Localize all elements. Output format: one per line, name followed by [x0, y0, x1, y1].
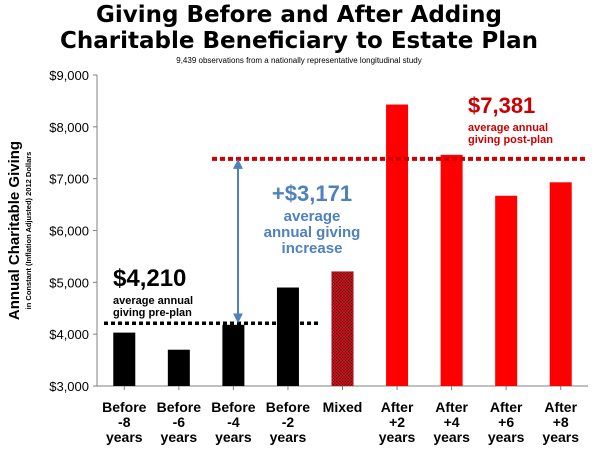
y-tick-label: $9,000: [49, 68, 89, 83]
y-axis-label: Annual Charitable Giving: [6, 141, 23, 320]
x-tick-label: +4: [444, 414, 460, 430]
bar: [386, 104, 409, 387]
x-tick-label: years: [542, 429, 579, 445]
post-plan-caption: giving post-plan: [468, 134, 553, 146]
y-tick-label: $8,000: [49, 120, 89, 135]
x-tick-label: -4: [227, 414, 240, 430]
x-tick-label: -2: [282, 414, 295, 430]
x-tick-label: Before: [266, 399, 311, 415]
x-tick-label: years: [270, 429, 307, 445]
x-tick-label: years: [215, 429, 252, 445]
increase-value-label: +$3,171: [272, 181, 352, 206]
x-tick-label: Mixed: [323, 399, 363, 415]
y-tick-label: $4,000: [49, 327, 89, 342]
x-tick-label: years: [433, 429, 470, 445]
bar: [113, 332, 136, 386]
y-tick-label: $5,000: [49, 275, 89, 290]
chart-title: Giving Before and After Adding Charitabl…: [0, 2, 598, 54]
increase-caption: average: [284, 208, 341, 225]
x-tick-label: years: [106, 429, 143, 445]
x-tick-label: After: [435, 399, 468, 415]
post-plan-value-label: $7,381: [468, 93, 535, 118]
post-plan-caption: average annual: [468, 122, 548, 134]
bar: [276, 287, 299, 386]
chart-title-line-1: Giving Before and After Adding: [96, 2, 502, 28]
pre-plan-value-label: $4,210: [113, 265, 186, 292]
y-tick-label: $3,000: [49, 379, 89, 394]
pre-plan-caption: giving pre-plan: [113, 307, 192, 319]
x-tick-label: After: [381, 399, 414, 415]
chart-title-line-2: Charitable Beneficiary to Estate Plan: [60, 28, 538, 54]
bar: [440, 154, 463, 386]
x-tick-label: +6: [498, 414, 514, 430]
x-tick-label: years: [488, 429, 525, 445]
x-tick-label: -6: [173, 414, 186, 430]
y-tick-label: $6,000: [49, 224, 89, 239]
x-tick-label: years: [161, 429, 198, 445]
x-tick-label: Before: [211, 399, 256, 415]
y-axis-sublabel: in Constant (Inflation Adjusted) 2012 Do…: [24, 152, 33, 310]
bar: [222, 324, 245, 386]
increase-caption: increase: [282, 240, 343, 257]
x-tick-label: +2: [389, 414, 405, 430]
y-tick-label: $7,000: [49, 172, 89, 187]
bar: [331, 271, 354, 386]
bar: [549, 182, 572, 386]
bar: [495, 195, 518, 386]
x-tick-label: Before: [102, 399, 147, 415]
x-tick-label: After: [544, 399, 577, 415]
pre-plan-caption: average annual: [113, 295, 193, 307]
x-tick-label: Before: [157, 399, 202, 415]
x-tick-label: After: [490, 399, 523, 415]
chart-subtitle: 9,439 observations from a nationally rep…: [176, 56, 422, 65]
increase-caption: annual giving: [264, 224, 361, 241]
bar: [167, 349, 190, 386]
x-tick-label: years: [379, 429, 416, 445]
x-tick-label: -8: [118, 414, 131, 430]
x-tick-label: +8: [553, 414, 569, 430]
